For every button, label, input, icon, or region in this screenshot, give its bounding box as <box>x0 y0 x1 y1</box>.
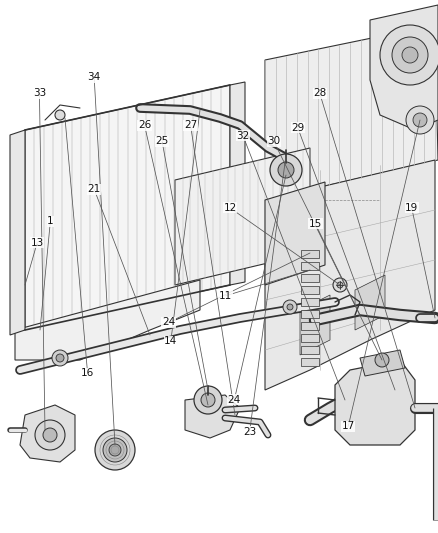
Circle shape <box>283 300 297 314</box>
Circle shape <box>55 110 65 120</box>
Text: 32: 32 <box>237 131 250 141</box>
Bar <box>301 358 319 366</box>
Polygon shape <box>335 360 415 445</box>
Text: 19: 19 <box>405 203 418 213</box>
Circle shape <box>402 47 418 63</box>
Polygon shape <box>265 182 325 285</box>
Polygon shape <box>10 130 25 335</box>
Circle shape <box>413 113 427 127</box>
Text: 24: 24 <box>228 395 241 405</box>
Polygon shape <box>175 148 310 285</box>
Circle shape <box>278 162 294 178</box>
Polygon shape <box>185 395 240 438</box>
Bar <box>301 262 319 270</box>
Text: 15: 15 <box>309 219 322 229</box>
Circle shape <box>380 25 438 85</box>
Circle shape <box>56 354 64 362</box>
Polygon shape <box>370 5 438 130</box>
Polygon shape <box>360 350 405 376</box>
Circle shape <box>392 37 428 73</box>
Bar <box>301 298 319 306</box>
Circle shape <box>406 106 434 134</box>
Bar <box>301 346 319 354</box>
Bar <box>301 286 319 294</box>
Text: 14: 14 <box>164 336 177 346</box>
Circle shape <box>201 393 215 407</box>
Circle shape <box>194 386 222 414</box>
Text: 28: 28 <box>313 88 326 98</box>
Text: 34: 34 <box>88 72 101 82</box>
Text: 27: 27 <box>184 120 197 130</box>
Text: 21: 21 <box>88 184 101 194</box>
Bar <box>301 334 319 342</box>
Polygon shape <box>230 82 245 285</box>
Text: 33: 33 <box>33 88 46 98</box>
Circle shape <box>95 430 135 470</box>
Text: 23: 23 <box>243 427 256 437</box>
Text: 11: 11 <box>219 291 232 301</box>
Bar <box>301 274 319 282</box>
Polygon shape <box>265 25 438 200</box>
Circle shape <box>35 420 65 450</box>
Circle shape <box>43 428 57 442</box>
Circle shape <box>375 353 389 367</box>
Text: 1: 1 <box>47 216 54 226</box>
Polygon shape <box>300 295 330 355</box>
Circle shape <box>52 350 68 366</box>
Bar <box>301 310 319 318</box>
Circle shape <box>270 154 302 186</box>
Bar <box>301 250 319 258</box>
Polygon shape <box>25 85 230 330</box>
Text: 17: 17 <box>342 422 355 431</box>
Polygon shape <box>20 405 75 462</box>
Text: 24: 24 <box>162 318 175 327</box>
Polygon shape <box>15 280 200 360</box>
Text: 29: 29 <box>291 123 304 133</box>
Text: 13: 13 <box>31 238 44 247</box>
Polygon shape <box>355 275 385 330</box>
Text: 12: 12 <box>223 203 237 213</box>
Bar <box>301 322 319 330</box>
Text: 30: 30 <box>267 136 280 146</box>
Circle shape <box>103 438 127 462</box>
Text: 25: 25 <box>155 136 169 146</box>
Circle shape <box>333 278 347 292</box>
Text: 16: 16 <box>81 368 94 378</box>
Circle shape <box>337 282 343 288</box>
Circle shape <box>287 304 293 310</box>
Text: 26: 26 <box>138 120 151 130</box>
Polygon shape <box>265 160 435 390</box>
Circle shape <box>109 444 121 456</box>
